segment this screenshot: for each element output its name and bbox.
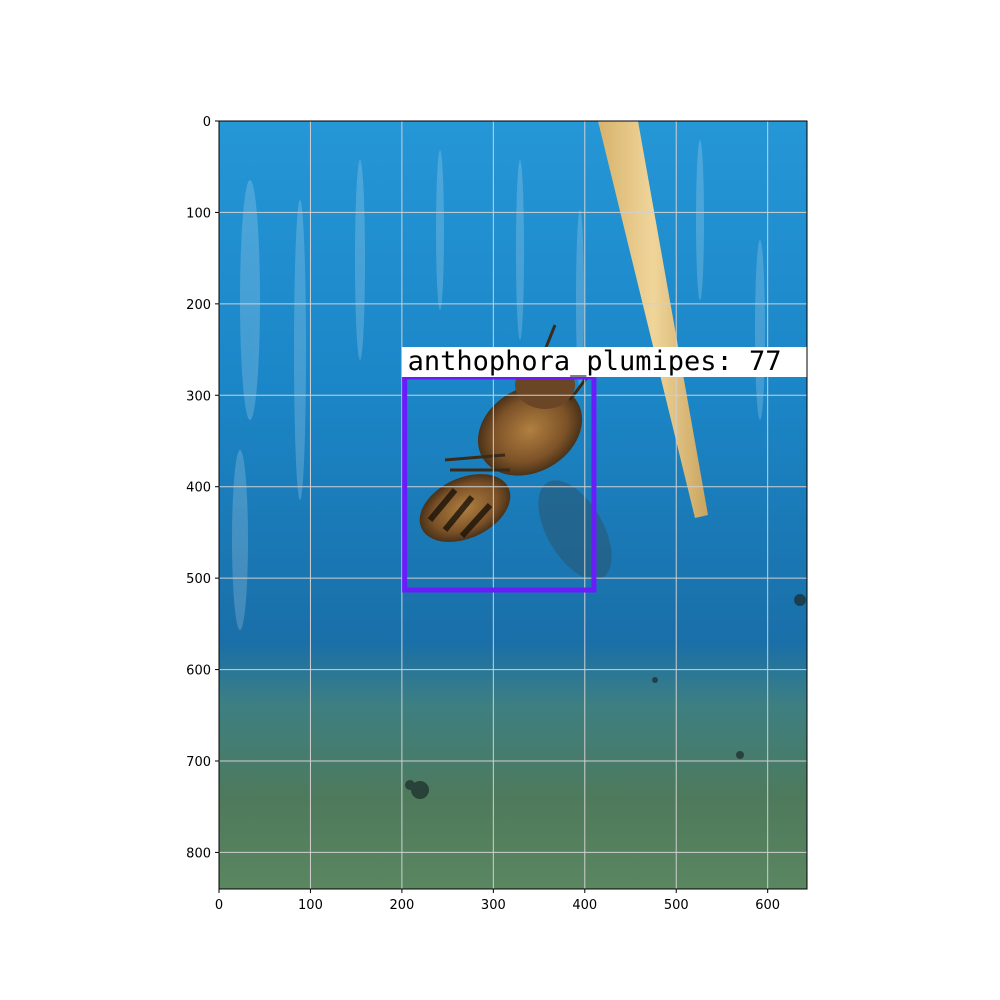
x-tick-label: 0 [215,898,223,913]
y-tick-label: 400 [186,481,211,496]
y-tick-label: 700 [186,755,211,770]
x-tick-label: 300 [481,898,506,913]
x-tick-label: 200 [389,898,414,913]
x-axis: 0 100 200 300 400 500 600 [215,889,780,913]
y-tick-label: 800 [186,846,211,861]
axes-frame [218,120,808,890]
x-tick-label: 500 [664,898,689,913]
y-tick-label: 600 [186,664,211,679]
detection: anthophora_plumipes: 77 [401,346,807,593]
detection-label: anthophora_plumipes: 77 [408,346,782,377]
y-tick-label: 500 [186,572,211,587]
x-tick-label: 100 [298,898,323,913]
y-tick-label: 300 [186,389,211,404]
x-tick-label: 600 [755,898,780,913]
detection-label-background [401,347,807,377]
x-tick-label: 400 [572,898,597,913]
y-tick-label: 0 [203,115,211,130]
photo [219,121,807,889]
y-axis: 0 100 200 300 400 500 600 700 800 [186,115,219,861]
y-tick-label: 200 [186,298,211,313]
y-tick-label: 100 [186,206,211,221]
